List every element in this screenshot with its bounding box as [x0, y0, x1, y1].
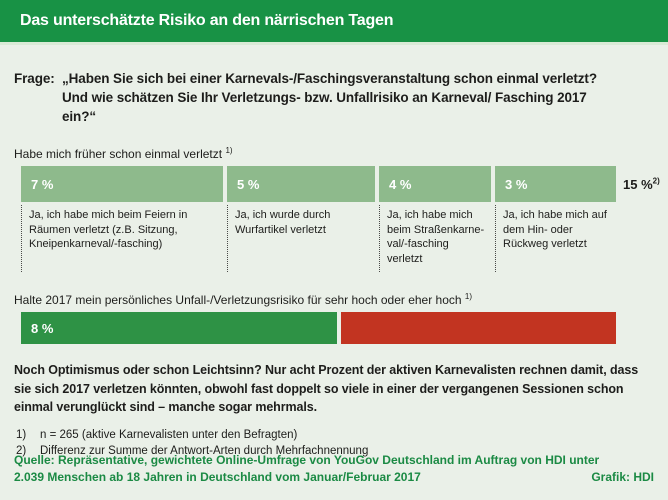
chart1-total-value: 15 %	[623, 176, 653, 192]
source-line2-row: 2.039 Menschen ab 18 Jahren in Deutschla…	[14, 469, 654, 486]
bar-segment-feiern: 7 %	[21, 166, 223, 202]
footnote-2: 2) Differenz zur Summe der Antwort-Arten…	[16, 443, 652, 459]
header-bar: Das unterschätzte Risiko an den närrisch…	[0, 0, 668, 45]
page-title: Das unterschätzte Risiko an den närrisch…	[20, 12, 394, 29]
bar-description-wurfartikel: Ja, ich wurde durch Wurfartikel verletzt	[227, 205, 375, 272]
question-block: Frage: „Haben Sie sich bei einer Karneva…	[0, 45, 668, 126]
bar-segment-value: 4 %	[389, 176, 412, 192]
chart1-label: Habe mich früher schon einmal verletzt 1…	[0, 146, 668, 162]
chart2-bar-row: 8 %	[0, 312, 668, 344]
graphic-credit: Grafik: HDI	[591, 470, 654, 484]
chart2-label: Halte 2017 mein persönliches Unfall-/Ver…	[0, 292, 668, 308]
source-line1: Quelle: Repräsentative, gewichtete Onlin…	[14, 453, 600, 467]
bar-segment-value: 5 %	[237, 176, 260, 192]
chart2-footnote-ref: 1)	[464, 292, 473, 301]
chart2-label-text: Halte 2017 mein persönliches Unfall-/Ver…	[14, 293, 462, 307]
bar-segment-value: 7 %	[31, 176, 54, 192]
bar-description-strassenkarneval: Ja, ich habe mich beim Straßenkarne- val…	[379, 205, 491, 272]
question-label: Frage:	[14, 71, 55, 86]
question-text: „Haben Sie sich bei einer Karnevals-/Fas…	[62, 71, 597, 124]
bar-segment-wurfartikel: 5 %	[227, 166, 375, 202]
bar-description-feiern: Ja, ich habe mich beim Feiern in Räumen …	[21, 205, 223, 272]
chart2-bars: 8 %	[21, 312, 668, 344]
footnote-text: Differenz zur Summe der Antwort-Arten du…	[40, 444, 369, 457]
bar-segment-strassenkarneval: 4 %	[379, 166, 491, 202]
bar-segment-value: 3 %	[505, 176, 528, 192]
footnotes: 1) n = 265 (aktive Karnevalisten unter d…	[0, 427, 668, 459]
chart1-total-ref: 2)	[652, 176, 660, 186]
chart1-total: 15 %2)	[616, 177, 660, 192]
footnote-1: 1) n = 265 (aktive Karnevalisten unter d…	[16, 427, 652, 443]
summary-text: Noch Optimismus oder schon Leichtsinn? N…	[14, 363, 639, 414]
footnote-number: 1)	[16, 428, 27, 441]
chart1-label-text: Habe mich früher schon einmal verletzt	[14, 147, 223, 161]
footnote-number: 2)	[16, 444, 27, 457]
chart1-bars: 7 % 5 % 4 % 3 %	[21, 166, 616, 202]
chart1-descriptions: Ja, ich habe mich beim Feiern in Räumen …	[0, 205, 668, 272]
chart1-footnote-ref: 1)	[225, 146, 233, 155]
source-line2: 2.039 Menschen ab 18 Jahren in Deutschla…	[14, 470, 421, 484]
source-block: Quelle: Repräsentative, gewichtete Onlin…	[14, 452, 654, 486]
chart1-bar-row: 7 % 5 % 4 % 3 % 15 %2)	[0, 166, 668, 202]
bar-segment-hinrueckweg: 3 %	[495, 166, 616, 202]
bar-segment-risk-yes: 8 %	[21, 312, 337, 344]
footnote-text: n = 265 (aktive Karnevalisten unter den …	[40, 428, 298, 441]
bar-segment-value: 8 %	[31, 320, 54, 336]
bar-description-hinrueckweg: Ja, ich habe mich auf dem Hin- oder Rück…	[495, 205, 616, 272]
bar-segment-risk-remainder	[341, 312, 616, 344]
